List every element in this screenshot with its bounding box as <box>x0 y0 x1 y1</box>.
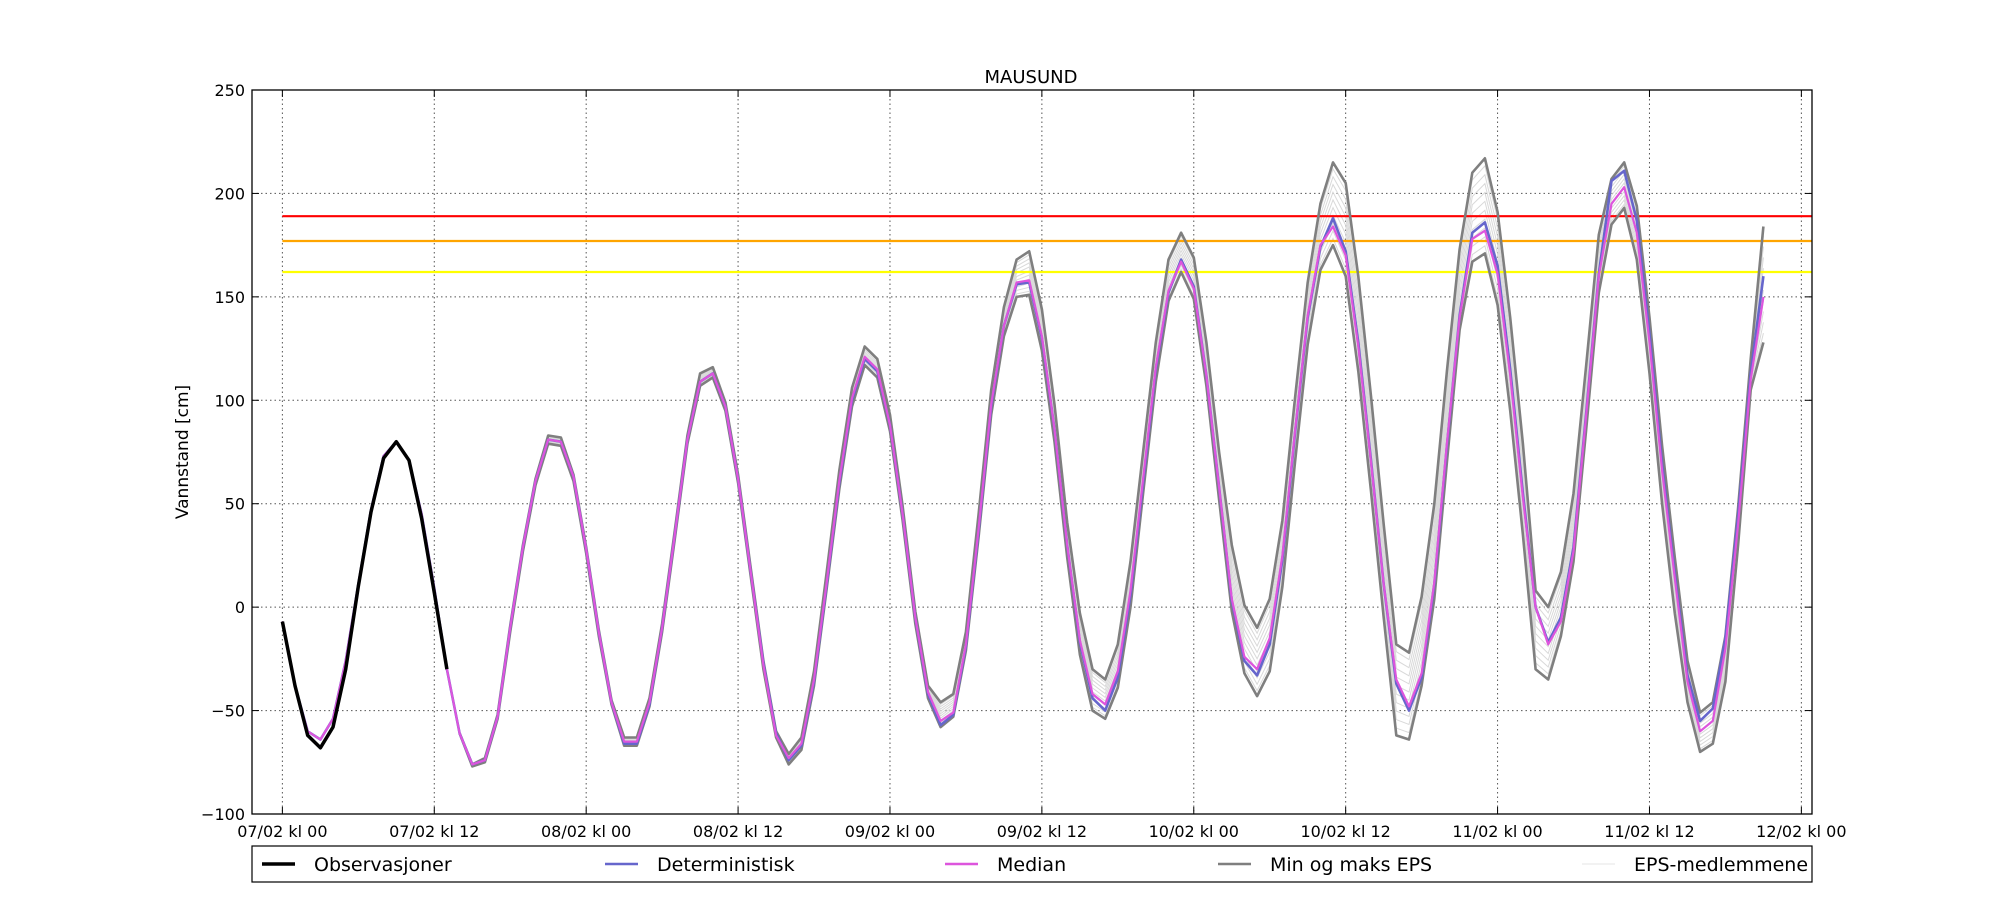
y-tick-label: −50 <box>211 702 245 721</box>
x-tick-label: 08/02 kl 12 <box>693 822 783 841</box>
series-lines <box>280 157 1765 768</box>
x-tick-label: 07/02 kl 00 <box>237 822 327 841</box>
min-eps-line <box>458 206 1765 768</box>
legend-label: Deterministisk <box>657 854 795 876</box>
x-tick-label: 09/02 kl 00 <box>845 822 935 841</box>
legend: Observasjoner Deterministisk Median Min og … <box>251 845 1813 883</box>
x-tick-label: 09/02 kl 12 <box>997 822 1087 841</box>
legend-label: Observasjoner <box>314 854 452 876</box>
x-tick-label: 07/02 kl 12 <box>389 822 479 841</box>
legend-box <box>251 845 1813 883</box>
median-line <box>281 186 1765 766</box>
legend-label: Median <box>997 854 1066 876</box>
y-tick-label: 150 <box>214 288 245 307</box>
x-tick-label: 10/02 kl 12 <box>1300 822 1390 841</box>
x-tick-label: 11/02 kl 12 <box>1604 822 1694 841</box>
y-tick-label: 200 <box>214 184 245 203</box>
chart-title: MAUSUND <box>985 67 1078 88</box>
legend-label: Min og maks EPS <box>1270 854 1432 876</box>
y-axis-label: Vannstand [cm] <box>173 385 193 519</box>
threshold-lines <box>282 215 1812 274</box>
plot-area-frame <box>251 89 1813 815</box>
y-axis-ticks: −100 −50 0 50 100 150 200 250 <box>201 81 1812 824</box>
y-tick-label: 100 <box>214 391 245 410</box>
y-tick-label: 0 <box>235 598 245 617</box>
x-tick-label: 12/02 kl 00 <box>1756 822 1846 841</box>
y-tick-label: 50 <box>225 495 245 514</box>
x-tick-label: 08/02 kl 00 <box>541 822 631 841</box>
y-tick-label: −100 <box>201 805 245 824</box>
legend-label: EPS-medlemmene <box>1634 854 1808 876</box>
x-tick-label: 11/02 kl 00 <box>1452 822 1542 841</box>
y-tick-label: 250 <box>214 81 245 100</box>
x-tick-label: 10/02 kl 00 <box>1149 822 1239 841</box>
observations-line <box>280 439 449 750</box>
x-axis-ticks: 07/02 kl 00 07/02 kl 12 08/02 kl 00 08/02 k… <box>237 90 1847 841</box>
